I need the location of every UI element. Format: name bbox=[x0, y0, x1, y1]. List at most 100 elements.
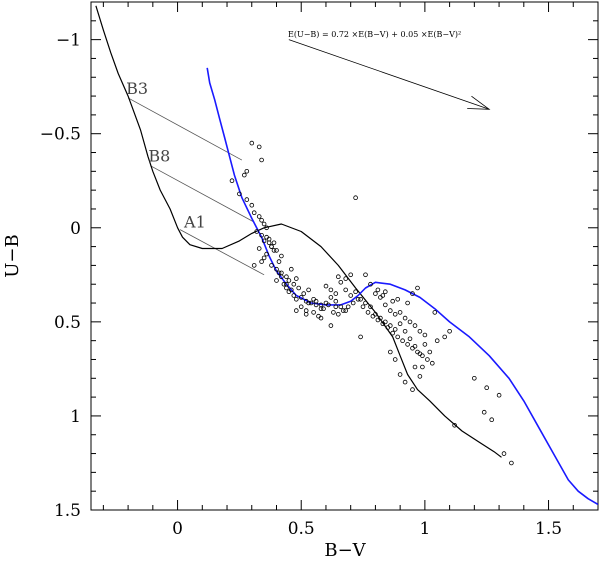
star-point bbox=[402, 379, 408, 385]
x-tick-label: 0 bbox=[172, 519, 183, 539]
star-point bbox=[264, 225, 269, 231]
star-point bbox=[264, 251, 269, 257]
star-point bbox=[496, 392, 502, 398]
star-point bbox=[301, 291, 307, 296]
star-point bbox=[288, 266, 294, 272]
star-point bbox=[407, 336, 413, 342]
star-point bbox=[442, 334, 448, 340]
star-point bbox=[392, 327, 398, 332]
star-point bbox=[363, 300, 368, 306]
star-point bbox=[256, 246, 262, 251]
star-point bbox=[291, 293, 297, 298]
star-point bbox=[400, 338, 405, 344]
star-point bbox=[417, 374, 423, 379]
star-point bbox=[328, 323, 334, 328]
star-point bbox=[274, 278, 279, 283]
star-point bbox=[261, 221, 267, 227]
star-point bbox=[348, 293, 354, 298]
star-point bbox=[321, 306, 326, 312]
star-point bbox=[259, 259, 264, 264]
reddening-line-b3 bbox=[127, 97, 243, 161]
star-point bbox=[274, 248, 279, 253]
y-tick-label: 0.5 bbox=[54, 313, 81, 333]
star-point bbox=[271, 240, 277, 246]
star-point bbox=[392, 357, 398, 362]
axis-ticks bbox=[91, 2, 599, 511]
star-point bbox=[447, 328, 452, 334]
star-point bbox=[298, 304, 304, 310]
star-point bbox=[293, 296, 299, 302]
star-point bbox=[395, 334, 401, 340]
star-point bbox=[407, 319, 413, 325]
star-point bbox=[338, 304, 344, 310]
star-point bbox=[296, 285, 302, 291]
star-point bbox=[266, 236, 272, 242]
star-point bbox=[509, 460, 514, 466]
star-point bbox=[375, 317, 381, 323]
y-tick-label: 1 bbox=[70, 407, 81, 427]
star-point bbox=[412, 323, 418, 328]
star-point bbox=[271, 248, 277, 253]
star-point bbox=[303, 308, 309, 313]
reddening-label-b8: B8 bbox=[148, 147, 170, 166]
star-point bbox=[373, 291, 378, 296]
star-point bbox=[365, 310, 371, 315]
star-point bbox=[397, 372, 403, 377]
star-point bbox=[353, 195, 358, 201]
star-point bbox=[328, 295, 334, 300]
star-point bbox=[360, 304, 366, 310]
star-point bbox=[412, 364, 418, 370]
data-layer bbox=[95, 5, 598, 506]
y-tick-label: −0.5 bbox=[40, 125, 81, 145]
star-point bbox=[405, 342, 410, 347]
star-point bbox=[242, 172, 247, 178]
star-point bbox=[259, 218, 264, 223]
plot-frame bbox=[90, 1, 599, 511]
star-point bbox=[326, 302, 331, 308]
star-point bbox=[261, 238, 267, 244]
star-point bbox=[412, 343, 418, 349]
star-point bbox=[395, 296, 401, 302]
star-point bbox=[415, 285, 420, 291]
star-point bbox=[417, 328, 423, 334]
star-point bbox=[251, 210, 257, 216]
star-point bbox=[397, 321, 403, 327]
star-point bbox=[281, 281, 287, 287]
star-point bbox=[340, 308, 346, 313]
star-point bbox=[481, 409, 487, 415]
x-tick-label: 0.5 bbox=[288, 519, 315, 539]
y-tick-label: −1 bbox=[56, 31, 81, 51]
star-point bbox=[279, 270, 284, 276]
star-point bbox=[256, 144, 262, 150]
reddening-label-b3: B3 bbox=[126, 79, 148, 98]
star-point bbox=[331, 310, 336, 315]
star-point bbox=[284, 285, 289, 291]
star-point bbox=[261, 255, 267, 261]
star-point bbox=[353, 289, 358, 295]
star-point bbox=[306, 287, 311, 293]
star-point bbox=[429, 360, 435, 366]
star-point bbox=[355, 296, 361, 302]
star-point bbox=[286, 278, 292, 283]
star-point bbox=[402, 328, 408, 334]
reddening-line-a1 bbox=[179, 229, 265, 276]
star-point bbox=[338, 279, 344, 285]
star-point bbox=[387, 349, 393, 355]
star-point bbox=[434, 338, 440, 344]
star-point bbox=[390, 298, 396, 304]
star-point bbox=[288, 287, 294, 293]
star-point bbox=[244, 169, 250, 174]
star-point bbox=[387, 308, 393, 313]
reddening-formula: E(U−B) = 0.72 ×E(B−V) + 0.05 ×E(B−V)² bbox=[288, 30, 461, 39]
star-point bbox=[279, 253, 284, 259]
star-point bbox=[368, 281, 373, 287]
star-point bbox=[422, 332, 428, 338]
star-point bbox=[343, 276, 349, 281]
star-point bbox=[425, 357, 430, 362]
star-point bbox=[390, 330, 396, 336]
star-point bbox=[323, 283, 329, 289]
star-point bbox=[269, 244, 274, 249]
star-point bbox=[274, 266, 279, 272]
star-point bbox=[259, 233, 264, 238]
